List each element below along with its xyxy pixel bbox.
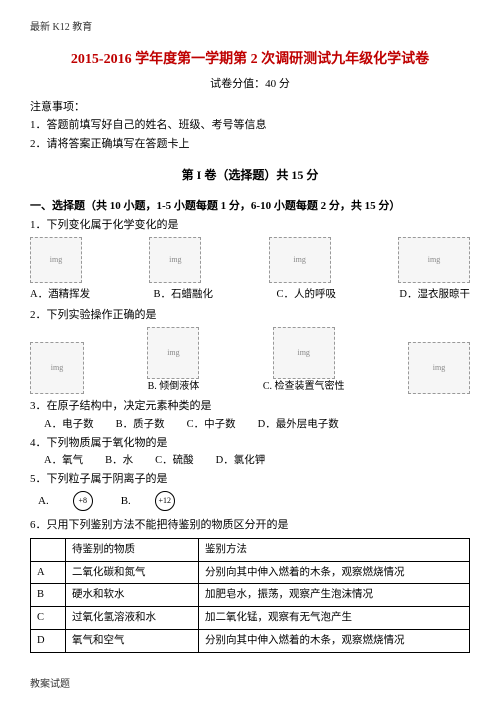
q2-cap-b: B. 倾倒液体 bbox=[148, 379, 200, 394]
q2-fig-b: imgB. 倾倒液体 bbox=[147, 327, 199, 394]
section-part1: 第 I 卷（选择题）共 15 分 bbox=[30, 166, 470, 184]
q6-d-label: D bbox=[31, 629, 66, 652]
placeholder-image-icon: img bbox=[147, 327, 199, 379]
q4-opt-d: D．氯化钾 bbox=[216, 453, 266, 469]
q6-b-method: 加肥皂水，振荡，观察产生泡沫情况 bbox=[199, 584, 470, 607]
q1-fig-c: img bbox=[269, 237, 331, 283]
q6-a-label: A bbox=[31, 561, 66, 584]
placeholder-image-icon: img bbox=[30, 342, 84, 394]
q1-options: A．酒精挥发 B．石蜡融化 C．人的呼吸 D．湿衣服晾干 bbox=[30, 287, 470, 303]
placeholder-image-icon: img bbox=[273, 327, 335, 379]
section1-heading: 一、选择题（共 10 小题，1-5 小题每题 1 分，6-10 小题每题 2 分… bbox=[30, 198, 470, 215]
q2-fig-c: imgC. 检查装置气密性 bbox=[263, 327, 345, 394]
q5-opt-b-atom-icon: +12 bbox=[155, 491, 175, 511]
notice-item-2: 2．请将答案正确填写在答题卡上 bbox=[30, 136, 470, 153]
q6-d-sub: 氧气和空气 bbox=[66, 629, 199, 652]
header-brand: 最新 K12 教育 bbox=[30, 20, 470, 35]
q1-figures: img img img img bbox=[30, 237, 470, 283]
notice-item-1: 1．答题前填写好自己的姓名、班级、考号等信息 bbox=[30, 117, 470, 134]
q6-d-method: 分别向其中伸入燃着的木条，观察燃烧情况 bbox=[199, 629, 470, 652]
table-row: 待鉴别的物质 鉴别方法 bbox=[31, 538, 470, 561]
q2-stem: 2．下列实验操作正确的是 bbox=[30, 307, 470, 324]
q6-a-sub: 二氧化碳和氮气 bbox=[66, 561, 199, 584]
q5-opt-a-atom-icon: +8 bbox=[73, 491, 93, 511]
q6-th-blank bbox=[31, 538, 66, 561]
q3-opt-a: A．电子数 bbox=[44, 417, 94, 433]
table-row: A 二氧化碳和氮气 分别向其中伸入燃着的木条，观察燃烧情况 bbox=[31, 561, 470, 584]
q6-stem: 6．只用下列鉴别方法不能把待鉴别的物质区分开的是 bbox=[30, 517, 470, 534]
exam-subtitle: 试卷分值：40 分 bbox=[30, 76, 470, 93]
notice-heading: 注意事项： bbox=[30, 99, 470, 116]
placeholder-image-icon: img bbox=[408, 342, 470, 394]
q5-stem: 5．下列粒子属于阴离子的是 bbox=[30, 471, 470, 488]
footer-text: 教案试题 bbox=[30, 677, 70, 692]
q3-options: A．电子数 B．质子数 C．中子数 D．最外层电子数 bbox=[44, 417, 470, 433]
q4-opt-a: A．氧气 bbox=[44, 453, 83, 469]
q1-fig-d: img bbox=[398, 237, 470, 283]
q4-options: A．氧气 B．水 C．硫酸 D．氯化钾 bbox=[44, 453, 470, 469]
q6-b-label: B bbox=[31, 584, 66, 607]
table-row: D 氧气和空气 分别向其中伸入燃着的木条，观察燃烧情况 bbox=[31, 629, 470, 652]
q3-opt-b: B．质子数 bbox=[116, 417, 165, 433]
placeholder-image-icon: img bbox=[269, 237, 331, 283]
q2-fig-d: img bbox=[408, 342, 470, 394]
q6-b-sub: 硬水和软水 bbox=[66, 584, 199, 607]
q1-opt-a: A．酒精挥发 bbox=[30, 287, 90, 303]
q1-fig-a: img bbox=[30, 237, 82, 283]
q1-opt-d: D．湿衣服晾干 bbox=[399, 287, 470, 303]
q6-a-method: 分别向其中伸入燃着的木条，观察燃烧情况 bbox=[199, 561, 470, 584]
page-root: 最新 K12 教育 2015-2016 学年度第一学期第 2 次调研测试九年级化… bbox=[0, 0, 500, 663]
q1-fig-b: img bbox=[149, 237, 201, 283]
q2-cap-c: C. 检查装置气密性 bbox=[263, 379, 345, 394]
table-row: C 过氧化氢溶液和水 加二氧化锰，观察有无气泡产生 bbox=[31, 607, 470, 630]
q5-options: A. +8 B. +12 bbox=[38, 491, 470, 511]
q4-stem: 4．下列物质属于氧化物的是 bbox=[30, 435, 470, 452]
q4-opt-b: B．水 bbox=[105, 453, 133, 469]
table-row: B 硬水和软水 加肥皂水，振荡，观察产生泡沫情况 bbox=[31, 584, 470, 607]
q2-figures: img imgB. 倾倒液体 imgC. 检查装置气密性 img bbox=[30, 327, 470, 394]
placeholder-image-icon: img bbox=[149, 237, 201, 283]
q2-fig-a: img bbox=[30, 342, 84, 394]
q4-opt-c: C．硫酸 bbox=[155, 453, 194, 469]
q6-table: 待鉴别的物质 鉴别方法 A 二氧化碳和氮气 分别向其中伸入燃着的木条，观察燃烧情… bbox=[30, 538, 470, 653]
exam-title: 2015-2016 学年度第一学期第 2 次调研测试九年级化学试卷 bbox=[30, 49, 470, 70]
q6-c-label: C bbox=[31, 607, 66, 630]
q3-opt-d: D．最外层电子数 bbox=[258, 417, 339, 433]
placeholder-image-icon: img bbox=[30, 237, 82, 283]
q1-stem: 1．下列变化属于化学变化的是 bbox=[30, 217, 470, 234]
placeholder-image-icon: img bbox=[398, 237, 470, 283]
q1-opt-c: C．人的呼吸 bbox=[276, 287, 336, 303]
q1-opt-b: B．石蜡融化 bbox=[154, 287, 214, 303]
q6-th-method: 鉴别方法 bbox=[199, 538, 470, 561]
q6-c-sub: 过氧化氢溶液和水 bbox=[66, 607, 199, 630]
q3-opt-c: C．中子数 bbox=[187, 417, 236, 433]
q6-th-substance: 待鉴别的物质 bbox=[66, 538, 199, 561]
q6-c-method: 加二氧化锰，观察有无气泡产生 bbox=[199, 607, 470, 630]
q5-opt-a-label: A. bbox=[38, 493, 49, 510]
q5-opt-b-label: B. bbox=[121, 493, 131, 510]
q3-stem: 3．在原子结构中，决定元素种类的是 bbox=[30, 398, 470, 415]
